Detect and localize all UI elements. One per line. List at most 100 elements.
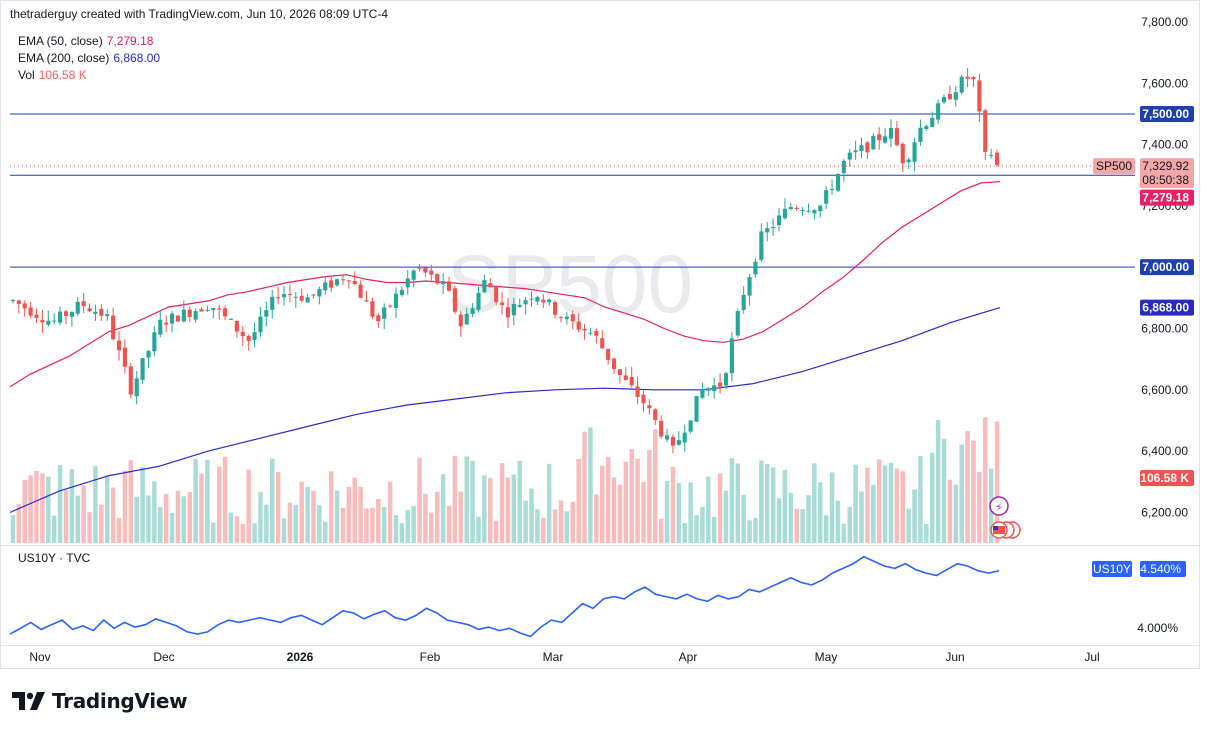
volume-value-tag: 106.58 K xyxy=(1140,470,1194,486)
volume-bar xyxy=(387,481,393,543)
volume-bar xyxy=(959,444,964,543)
candle-body xyxy=(659,420,664,437)
volume-bar xyxy=(482,475,487,543)
volume-bar xyxy=(40,473,45,543)
last-price-symbol-bg xyxy=(1093,158,1135,175)
volume-bar xyxy=(694,515,699,543)
volume-bar xyxy=(470,460,475,543)
volume-bar xyxy=(900,471,906,543)
candle-body xyxy=(311,294,316,296)
candle-body xyxy=(729,338,734,374)
candle-body xyxy=(829,189,835,191)
volume-bar xyxy=(75,495,81,543)
volume-bar xyxy=(723,490,729,543)
candle-body xyxy=(382,307,387,319)
volume-bar xyxy=(417,457,422,543)
volume-bar xyxy=(865,467,870,543)
candle-body xyxy=(953,92,958,100)
candle-body xyxy=(352,280,357,285)
volume-bar xyxy=(588,427,593,543)
volume-bar xyxy=(81,485,86,543)
candle-body xyxy=(187,309,192,317)
candle-body xyxy=(877,134,882,141)
tradingview-logo[interactable]: TradingView xyxy=(12,688,188,714)
candle-body xyxy=(317,289,322,297)
candle-body xyxy=(281,294,287,298)
candle-body xyxy=(364,300,369,302)
candle-body xyxy=(564,316,569,320)
volume-bar xyxy=(423,494,428,543)
volume-bar xyxy=(340,508,346,543)
volume-bar xyxy=(871,484,876,543)
volume-bar xyxy=(51,515,57,543)
candle-body xyxy=(228,318,234,320)
ema50-price-tag: 7,279.18 xyxy=(1140,189,1194,206)
candle-body xyxy=(747,277,752,296)
us10y-symbol-tag: US10Y xyxy=(1093,562,1131,576)
volume-bar xyxy=(599,465,605,543)
volume-bar xyxy=(529,488,534,543)
legend-vol-label: Vol xyxy=(18,68,35,82)
volume-bar xyxy=(152,481,157,543)
volume-bar xyxy=(853,464,858,543)
candle-body xyxy=(529,298,534,300)
candle-body xyxy=(682,432,687,443)
volume-bar xyxy=(258,492,263,543)
volume-bar xyxy=(735,463,741,543)
volume-bar xyxy=(835,500,841,543)
legend-ema50-label: EMA (50, close) xyxy=(18,34,103,48)
ema50-line xyxy=(9,181,1001,388)
candle-body xyxy=(334,279,340,286)
volume-bar xyxy=(411,505,416,543)
candle-body xyxy=(34,314,39,318)
candle-body xyxy=(617,369,622,376)
volume-bar xyxy=(641,481,646,543)
volume-bar xyxy=(941,438,947,543)
candle-body xyxy=(883,136,888,143)
volume-bar xyxy=(994,421,1000,543)
candle-body xyxy=(723,373,729,386)
volume-bar xyxy=(34,470,39,543)
volume-bar xyxy=(558,500,564,543)
candle-body xyxy=(600,338,605,349)
candle-body xyxy=(688,420,693,432)
candle-body xyxy=(859,145,864,152)
candle-body xyxy=(63,311,69,316)
candle-body xyxy=(788,206,793,210)
legend-ema50[interactable]: EMA (50, close) 7,279.18 xyxy=(18,34,153,48)
volume-bar xyxy=(876,459,882,543)
candle-body xyxy=(924,126,929,130)
volume-bar xyxy=(240,523,246,543)
volume-bar xyxy=(305,486,310,543)
volume-bar xyxy=(770,467,776,543)
candle-body xyxy=(735,311,740,336)
candle-body xyxy=(794,207,799,209)
volume-bar xyxy=(187,492,192,543)
candle-body xyxy=(947,94,952,100)
candle-body xyxy=(105,314,110,317)
volume-bar xyxy=(841,523,847,543)
legend-vol[interactable]: Vol 106.58 K xyxy=(18,68,87,82)
volume-bar xyxy=(535,509,540,543)
candle-body xyxy=(511,304,516,316)
volume-value-tag-bg xyxy=(1140,470,1194,486)
candle-body xyxy=(965,76,970,79)
candle-body xyxy=(606,348,611,360)
candle-body xyxy=(570,314,575,322)
level-price-tag-bg xyxy=(1140,259,1194,276)
volume-bar xyxy=(222,456,228,543)
candle-body xyxy=(28,307,33,316)
volume-bar xyxy=(464,456,469,543)
candle-body xyxy=(818,205,823,212)
legend-ema200[interactable]: EMA (200, close) 6,868.00 xyxy=(18,51,160,65)
candle-body xyxy=(694,396,699,422)
volume-bar xyxy=(146,495,151,543)
lightning-glyph: ⚡ xyxy=(995,502,1003,514)
volume-bar xyxy=(594,494,599,543)
volume-bar xyxy=(10,515,16,543)
volume-bar xyxy=(205,459,210,543)
candle-body xyxy=(582,328,587,331)
